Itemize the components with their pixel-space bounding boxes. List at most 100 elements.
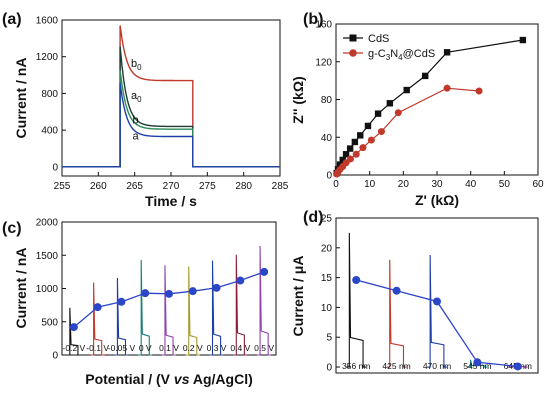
photocurrent-spike — [161, 265, 177, 356]
y-tick-label: 2000 — [36, 218, 59, 229]
photocurrent-spike — [66, 307, 81, 356]
y-tick-label: 1500 — [36, 251, 59, 262]
y-tick-label: 15 — [321, 273, 333, 284]
data-point-cds — [342, 151, 350, 158]
category-label: 0.4 V — [230, 343, 250, 353]
trend-point — [352, 276, 361, 284]
data-point-gc3n4-cds — [359, 144, 367, 152]
panel-d-label: (d) — [303, 209, 323, 226]
data-point-cds — [351, 138, 359, 146]
data-point-cds — [357, 132, 364, 139]
legend-marker-cds — [349, 34, 357, 42]
y-tick-label: 20 — [321, 243, 333, 254]
data-point-gc3n4-cds — [367, 136, 375, 144]
y-tick-label: 1200 — [36, 52, 59, 63]
x-tick-label: 10 — [364, 179, 376, 190]
trend-point — [93, 303, 102, 312]
data-point-gc3n4-cds — [346, 155, 354, 163]
panel-c-label: (c) — [2, 220, 22, 237]
x-tick-label: 0 — [333, 179, 339, 190]
series-line-b0 — [62, 25, 280, 168]
x-tick-label: 60 — [532, 179, 544, 190]
panel-b: (b) 0 10 20 30 40 50 60 0 40 80 120 160 CdS g-C3N4@… — [290, 11, 544, 208]
category-label: 470 nm — [423, 361, 451, 371]
panel-d-series: 356 nm 425 nm 470 nm 545 nm 645 nm — [342, 232, 532, 371]
trend-point — [141, 289, 150, 298]
x-tick-label: 255 — [54, 181, 71, 192]
data-point-cds — [386, 100, 394, 107]
trend-point — [392, 286, 401, 295]
photocurrent-spike — [346, 232, 367, 368]
series-label-b0: b0 — [131, 58, 142, 72]
category-label: 356 nm — [342, 361, 370, 371]
data-point-cds — [364, 122, 372, 130]
series-line-b — [62, 70, 280, 168]
x-tick-label: 275 — [199, 181, 216, 192]
photocurrent-spike — [138, 259, 153, 356]
legend-label-part-1: g-C — [368, 48, 386, 60]
category-label: -0.2 V — [63, 343, 86, 353]
panel-a-ylabel: Current / nA — [13, 58, 29, 139]
category-label: 0.3 V — [207, 343, 227, 353]
panel-b-series — [333, 36, 527, 178]
legend-label-part-2: N — [390, 48, 398, 60]
legend-label-part-3: @CdS — [403, 48, 436, 60]
panel-a-series: b0 a0 ba — [62, 25, 280, 168]
trend-line — [73, 271, 265, 328]
trend-point — [117, 297, 126, 306]
y-tick-label: 0 — [52, 351, 58, 362]
legend-label-gc3n4: g-C3N4@CdS — [368, 48, 435, 62]
panel-d-ylabel: Current / μA — [290, 256, 306, 337]
x-tick-label: 280 — [235, 181, 252, 192]
legend-label-sub-2: 4 — [398, 53, 403, 62]
legend-label-cds: CdS — [368, 33, 389, 45]
panel-b-xlabel: Z' (kΩ) — [415, 192, 459, 208]
trend-point — [513, 362, 522, 371]
y-tick-label: 500 — [41, 317, 58, 328]
category-label: 0.1 V — [159, 343, 179, 353]
panel-a-ticks: 255 260 265 270 275 280 285 0 400 800 1200 1600 — [36, 16, 289, 193]
data-point-cds — [443, 49, 451, 56]
panel-b-ylabel: Z'' (kΩ) — [290, 76, 306, 123]
x-tick-label: 30 — [431, 179, 443, 190]
category-label: 425 nm — [382, 361, 410, 371]
panel-a-frame — [61, 19, 281, 177]
panel-c-xlabel: Potential / (V vs Ag/AgCl) — [85, 371, 253, 387]
data-point-cds — [422, 72, 429, 80]
panel-b-label: (b) — [303, 11, 323, 28]
data-point-gc3n4-cds — [443, 84, 451, 92]
trend-point — [69, 323, 78, 332]
trend-point — [473, 358, 482, 367]
data-point-cds — [339, 156, 346, 164]
panel-d-frame — [335, 217, 539, 374]
photocurrent-spike — [507, 363, 528, 368]
x-tick-label: 285 — [272, 181, 289, 192]
trend-point — [236, 276, 245, 285]
y-tick-label: 10 — [321, 303, 333, 314]
panel-a-xlabel: Time / s — [145, 193, 197, 209]
trend-point — [188, 287, 197, 296]
data-point-gc3n4-cds — [352, 150, 360, 158]
data-point-cds — [346, 145, 354, 152]
series-line-a — [62, 83, 280, 168]
panel-b-legend: CdS g-C3N4@CdS — [343, 33, 435, 62]
y-tick-label: 5 — [326, 333, 332, 344]
trend-line — [356, 279, 518, 368]
x-tick-label: 260 — [90, 181, 107, 192]
photocurrent-spike — [467, 359, 488, 368]
y-tick-label: 25 — [321, 214, 333, 225]
photocurrent-spike — [185, 266, 200, 356]
y-tick-label: 400 — [41, 126, 58, 137]
photocurrent-spike — [386, 259, 407, 368]
panel-a-label: (a) — [2, 11, 22, 28]
data-point-gc3n4-cds — [394, 109, 402, 117]
x-tick-label: 50 — [499, 179, 511, 190]
y-tick-label: 800 — [41, 89, 58, 100]
panel-b-ticks: 0 10 20 30 40 50 60 0 40 80 120 160 — [315, 20, 544, 191]
panel-c-ylabel: Current / nA — [13, 248, 29, 329]
photocurrent-spike — [233, 254, 248, 356]
x-tick-label: 270 — [163, 181, 180, 192]
series-line-gc3n4-cds — [336, 87, 480, 175]
